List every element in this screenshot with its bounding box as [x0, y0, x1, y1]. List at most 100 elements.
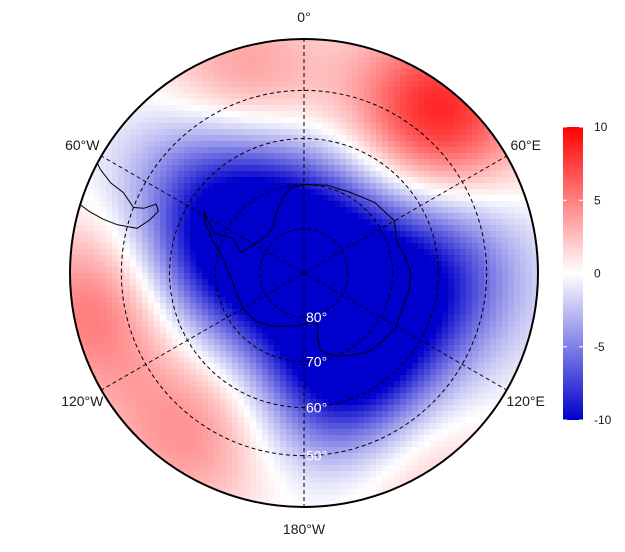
field-cell — [88, 303, 95, 310]
field-cell — [220, 315, 227, 322]
field-cell — [376, 261, 383, 268]
field-cell — [202, 99, 209, 106]
field-cell — [286, 213, 293, 220]
field-cell — [370, 237, 377, 244]
field-cell — [268, 339, 275, 346]
field-cell — [340, 399, 347, 406]
anomaly-field — [70, 39, 538, 507]
field-cell — [382, 471, 389, 478]
field-cell — [472, 267, 479, 274]
field-cell — [334, 177, 341, 184]
field-cell — [172, 189, 179, 196]
field-cell — [334, 315, 341, 322]
field-cell — [520, 213, 527, 220]
field-cell — [304, 357, 311, 364]
field-cell — [220, 183, 227, 190]
field-cell — [70, 297, 77, 304]
field-cell — [298, 285, 305, 292]
field-cell — [442, 309, 449, 316]
field-cell — [214, 465, 221, 472]
field-cell — [388, 267, 395, 274]
field-cell — [442, 225, 449, 232]
field-cell — [208, 459, 215, 466]
field-cell — [226, 483, 233, 490]
field-cell — [82, 249, 89, 256]
field-cell — [412, 399, 419, 406]
field-cell — [124, 345, 131, 352]
field-cell — [250, 177, 257, 184]
field-cell — [208, 231, 215, 238]
field-cell — [346, 129, 353, 136]
field-cell — [394, 57, 401, 64]
field-cell — [184, 339, 191, 346]
field-cell — [220, 129, 227, 136]
field-cell — [364, 363, 371, 370]
field-cell — [328, 501, 335, 507]
field-cell — [370, 195, 377, 202]
field-cell — [316, 429, 323, 436]
field-cell — [196, 243, 203, 250]
field-cell — [514, 201, 521, 208]
field-cell — [106, 375, 113, 382]
field-cell — [370, 243, 377, 250]
field-cell — [328, 207, 335, 214]
field-cell — [316, 339, 323, 346]
field-cell — [184, 129, 191, 136]
field-cell — [454, 393, 461, 400]
field-cell — [406, 363, 413, 370]
field-cell — [178, 369, 185, 376]
field-cell — [316, 465, 323, 472]
field-cell — [220, 291, 227, 298]
field-cell — [448, 207, 455, 214]
field-cell — [436, 261, 443, 268]
field-cell — [202, 393, 209, 400]
field-cell — [286, 51, 293, 58]
field-cell — [286, 267, 293, 274]
field-cell — [136, 177, 143, 184]
field-cell — [130, 297, 137, 304]
field-cell — [358, 297, 365, 304]
field-cell — [292, 357, 299, 364]
field-cell — [226, 129, 233, 136]
field-cell — [382, 357, 389, 364]
field-cell — [394, 339, 401, 346]
field-cell — [328, 63, 335, 70]
field-cell — [82, 291, 89, 298]
field-cell — [118, 291, 125, 298]
field-cell — [346, 387, 353, 394]
field-cell — [244, 147, 251, 154]
field-cell — [76, 303, 83, 310]
field-cell — [268, 129, 275, 136]
field-cell — [400, 435, 407, 442]
field-cell — [250, 81, 257, 88]
field-cell — [244, 405, 251, 412]
field-cell — [496, 387, 503, 394]
field-cell — [208, 237, 215, 244]
field-cell — [202, 435, 209, 442]
field-cell — [526, 279, 533, 286]
field-cell — [436, 381, 443, 388]
field-cell — [532, 333, 538, 340]
field-cell — [382, 351, 389, 358]
field-cell — [214, 201, 221, 208]
field-cell — [262, 75, 269, 82]
field-cell — [154, 213, 161, 220]
field-cell — [142, 315, 149, 322]
field-cell — [250, 303, 257, 310]
field-cell — [202, 375, 209, 382]
field-cell — [442, 129, 449, 136]
field-cell — [82, 285, 89, 292]
field-cell — [364, 123, 371, 130]
field-cell — [382, 219, 389, 226]
field-cell — [448, 393, 455, 400]
field-cell — [136, 147, 143, 154]
field-cell — [400, 159, 407, 166]
field-cell — [430, 189, 437, 196]
field-cell — [442, 291, 449, 298]
field-cell — [280, 135, 287, 142]
field-cell — [466, 171, 473, 178]
field-cell — [490, 213, 497, 220]
field-cell — [226, 213, 233, 220]
field-cell — [322, 117, 329, 124]
field-cell — [334, 465, 341, 472]
